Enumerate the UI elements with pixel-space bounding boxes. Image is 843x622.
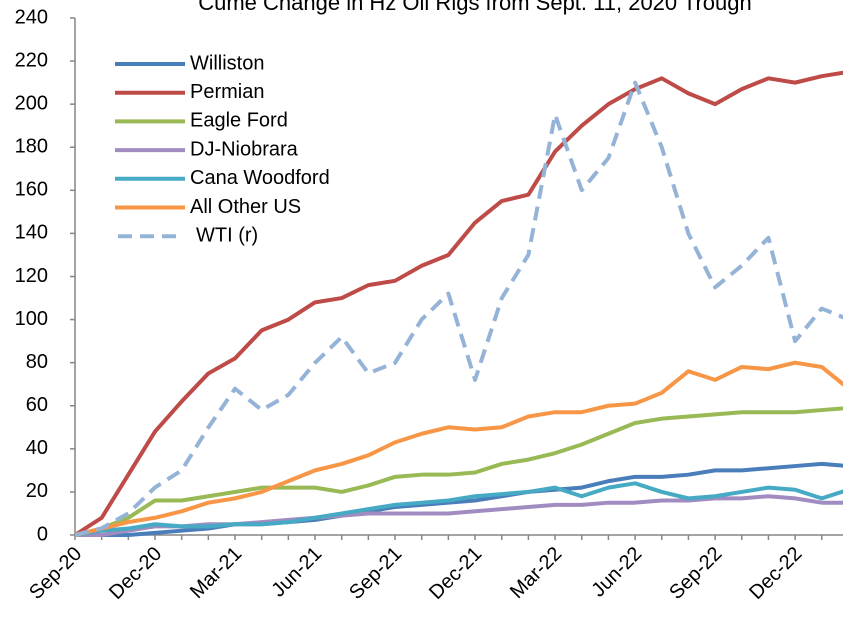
legend-label: Cana Woodford — [190, 167, 330, 189]
y-tick-label: 120 — [15, 265, 48, 287]
series-line — [74, 80, 843, 537]
x-tick-label: Jun-21 — [267, 543, 326, 602]
x-tick-label: Sep-22 — [665, 543, 726, 604]
y-tick-label: 220 — [15, 49, 48, 71]
legend-label: All Other US — [190, 196, 301, 218]
y-tick-label: 60 — [26, 394, 48, 416]
legend-label: DJ-Niobrara — [190, 138, 299, 160]
x-tick-label: Sep-21 — [345, 543, 406, 604]
x-tick-label: Sep-20 — [25, 543, 86, 604]
legend-label: Williston — [190, 52, 264, 74]
y-tick-label: 160 — [15, 179, 48, 201]
y-tick-label: 20 — [26, 480, 48, 502]
x-tick-label: Dec-22 — [745, 543, 806, 604]
y-tick-label: 180 — [15, 136, 48, 158]
legend-label: WTI (r) — [196, 224, 258, 246]
legend-label: Permian — [190, 81, 264, 103]
y-tick-label: 200 — [15, 92, 48, 114]
series-line — [73, 70, 843, 537]
y-tick-label: 240 — [15, 6, 48, 28]
y-tick-label: 100 — [15, 308, 48, 330]
x-tick-label: Mar-21 — [186, 543, 246, 603]
series-line — [74, 360, 843, 537]
series-line — [75, 461, 843, 537]
plot-area — [73, 70, 843, 537]
legend-label: Eagle Ford — [190, 110, 288, 132]
x-tick-label: Jun-22 — [588, 543, 647, 602]
x-tick-label: Mar-22 — [506, 543, 566, 603]
y-tick-label: 40 — [26, 437, 48, 459]
y-tick-label: 140 — [15, 222, 48, 244]
x-tick-label: Dec-20 — [105, 543, 166, 604]
y-tick-label: 0 — [37, 523, 48, 545]
chart-title: Cume Change in Hz Oil Rigs from Sept. 11… — [198, 0, 752, 15]
y-tick-label: 80 — [26, 351, 48, 373]
x-tick-label: Dec-21 — [425, 543, 486, 604]
series-line — [74, 406, 843, 537]
series-line — [74, 481, 843, 537]
